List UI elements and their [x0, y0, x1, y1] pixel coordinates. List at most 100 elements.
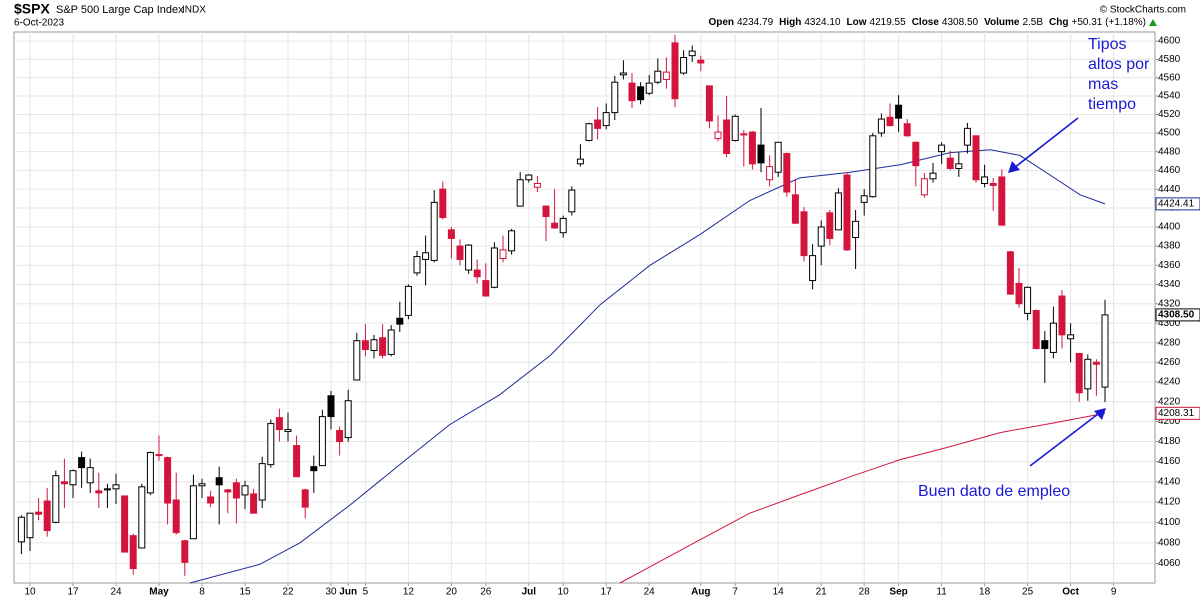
- candle: [766, 155, 774, 187]
- candle-body: [903, 123, 911, 137]
- x-tick-label: 21: [816, 587, 828, 598]
- candle-body: [146, 452, 154, 494]
- candle: [181, 539, 189, 576]
- candle-body: [688, 50, 696, 57]
- candle: [447, 227, 455, 259]
- candle: [1101, 299, 1109, 403]
- candle-body: [430, 201, 438, 261]
- candle: [912, 141, 920, 187]
- candle-body: [920, 178, 928, 196]
- candle-body: [671, 42, 679, 100]
- candle-body: [172, 499, 180, 534]
- candle-body: [327, 395, 335, 418]
- candle: [955, 152, 963, 177]
- candle-body: [508, 230, 516, 252]
- candle-body: [344, 400, 352, 439]
- candle: [69, 469, 77, 498]
- candle: [671, 34, 679, 108]
- candle-body: [1024, 286, 1032, 314]
- stat-value: 4219.55: [870, 17, 907, 28]
- candle-body: [1049, 322, 1057, 353]
- candle: [413, 250, 421, 276]
- candle-body: [164, 457, 172, 504]
- moving-average-line: [189, 149, 1106, 584]
- y-tick-label: 4300: [1158, 318, 1181, 329]
- candle: [542, 205, 550, 242]
- stat-value: 4324.10: [804, 17, 841, 28]
- candle-body: [1092, 361, 1100, 365]
- stat-label: Open: [708, 17, 734, 28]
- candle: [516, 172, 524, 207]
- candle-body: [791, 194, 799, 224]
- candle: [551, 189, 559, 229]
- candle-body: [499, 249, 507, 259]
- candle: [35, 497, 43, 521]
- candle: [714, 115, 722, 142]
- candle: [344, 389, 352, 442]
- index-name: S&P 500 Large Cap Index: [56, 4, 184, 16]
- candle-body: [594, 119, 602, 129]
- candle: [473, 259, 481, 284]
- candle: [404, 284, 412, 320]
- y-tick-label: 4100: [1158, 517, 1181, 528]
- x-tick-label: 12: [403, 587, 415, 598]
- x-tick-label: Jul: [522, 587, 537, 598]
- x-tick-label: 14: [773, 587, 785, 598]
- candle-body: [602, 112, 610, 127]
- candle: [637, 82, 645, 105]
- candle: [60, 458, 68, 509]
- candle-body: [301, 489, 309, 508]
- x-tick-label: 24: [110, 587, 122, 598]
- arrow-head: [1094, 408, 1106, 420]
- candle: [938, 142, 946, 164]
- candle-body: [413, 256, 421, 274]
- candle: [1015, 268, 1023, 308]
- candle-body: [680, 56, 688, 74]
- grid: [14, 32, 1155, 583]
- candle-body: [86, 467, 94, 484]
- candle-body: [69, 470, 77, 486]
- candle: [705, 85, 713, 129]
- candle: [387, 325, 395, 357]
- candle: [241, 480, 249, 510]
- candle: [697, 55, 705, 72]
- y-tick-label: 4460: [1158, 165, 1181, 176]
- candle: [215, 466, 223, 525]
- y-tick-label: 4120: [1158, 497, 1181, 508]
- candle-body: [611, 81, 619, 114]
- candle: [86, 458, 94, 493]
- candle-body: [826, 212, 834, 239]
- stat-value: 4234.79: [737, 17, 774, 28]
- candle: [946, 150, 954, 171]
- candle-body: [895, 104, 903, 119]
- candle-body: [198, 483, 206, 487]
- candle: [920, 173, 928, 198]
- annotation: Tipos: [1088, 36, 1127, 53]
- arrow-line: [1029, 413, 1099, 467]
- annotation: Buen dato de empleo: [918, 483, 1070, 500]
- candle-body: [645, 82, 653, 94]
- candle: [508, 228, 516, 255]
- candle-body: [774, 141, 782, 173]
- y-tick-label: 4580: [1158, 54, 1181, 65]
- candle-body: [748, 131, 756, 165]
- candle-body: [662, 71, 670, 80]
- candle-body: [250, 493, 258, 514]
- candle-body: [766, 166, 774, 181]
- x-tick-label: 10: [24, 587, 36, 598]
- y-tick-label: 4320: [1158, 298, 1181, 309]
- moving-average-line: [619, 412, 1106, 584]
- y-tick-label: 4280: [1158, 337, 1181, 348]
- candle-body: [396, 317, 404, 325]
- candle-body: [989, 183, 997, 186]
- candle: [103, 483, 111, 509]
- candle: [284, 412, 292, 442]
- candle: [129, 533, 137, 575]
- y-tick-label: 4380: [1158, 241, 1181, 252]
- candle-body: [267, 423, 275, 466]
- candle: [112, 473, 120, 505]
- candle-body: [258, 463, 266, 501]
- candle-body: [456, 245, 464, 260]
- candle: [1058, 290, 1066, 349]
